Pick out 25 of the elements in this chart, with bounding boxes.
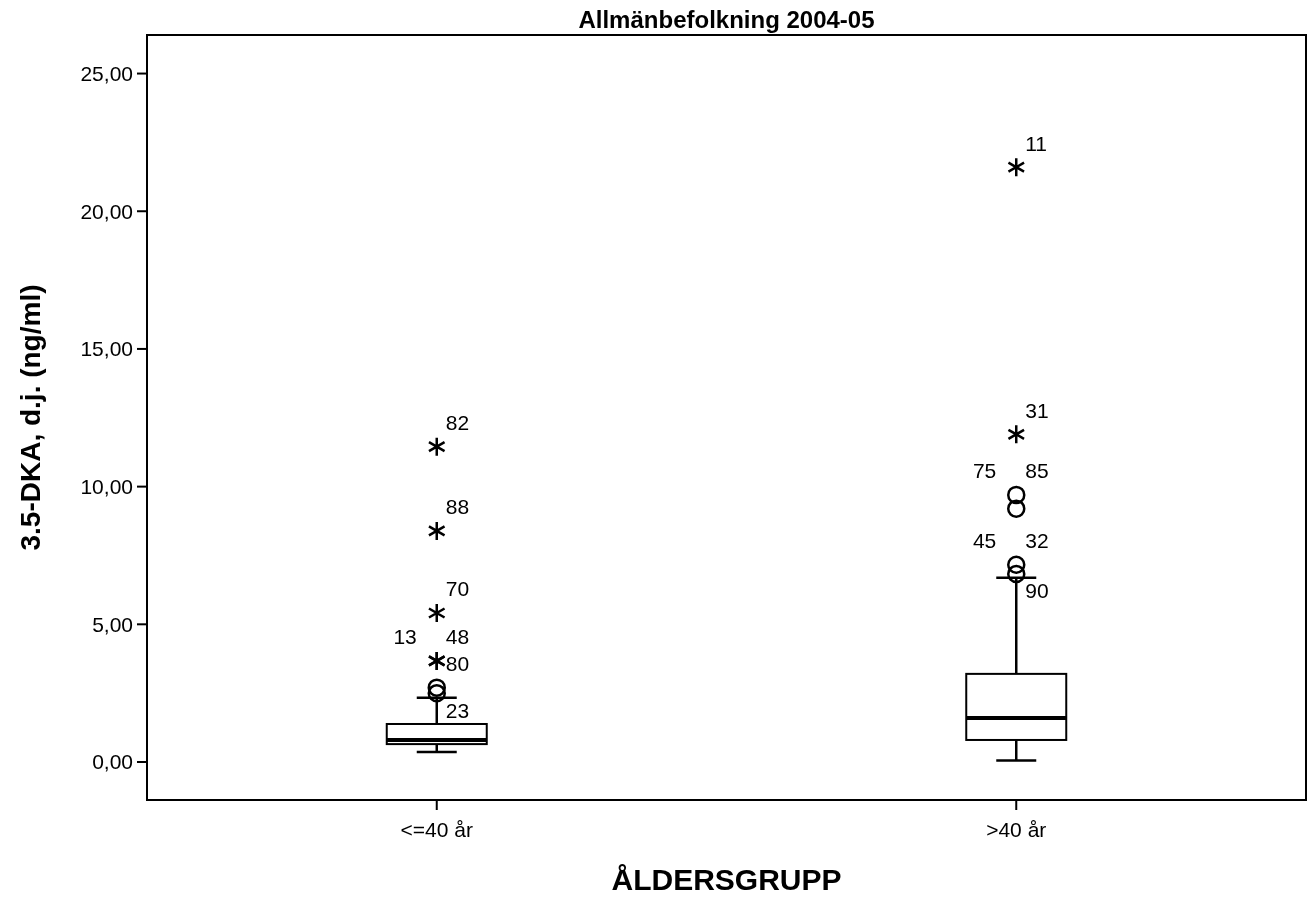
x-axis-title: ÅLDERSGRUPP (611, 863, 842, 896)
x-tick-label: >40 år (986, 818, 1047, 841)
annotation: 13 (393, 625, 417, 649)
annotation: 88 (445, 495, 470, 519)
annotation: 75 (972, 459, 997, 483)
annotation: 11 (1025, 131, 1048, 155)
annotation: 70 (445, 577, 470, 601)
annotation: 80 (445, 652, 470, 675)
y-tick-label: 20,00 (80, 199, 133, 223)
annotation: 82 (445, 411, 470, 435)
annotation: 23 (445, 698, 470, 722)
x-tick-label: <=40 år (400, 818, 473, 841)
annotation: 48 (445, 625, 470, 649)
annotation: 85 (1025, 459, 1049, 483)
annotation: 32 (1025, 529, 1049, 553)
chart-title: Allmänbefolkning 2004-05 (578, 6, 875, 33)
y-tick-label: 0,00 (92, 750, 133, 774)
y-axis-title: 3.5-DKA, d.j. (ng/ml) (15, 284, 46, 551)
annotation: 31 (1025, 398, 1049, 422)
annotation: 90 (1025, 579, 1049, 603)
y-tick-label: 25,00 (80, 61, 133, 85)
y-tick-label: 10,00 (80, 474, 133, 498)
annotation: 45 (972, 529, 997, 553)
y-tick-label: 15,00 (80, 337, 133, 361)
y-tick-label: 5,00 (92, 612, 133, 636)
